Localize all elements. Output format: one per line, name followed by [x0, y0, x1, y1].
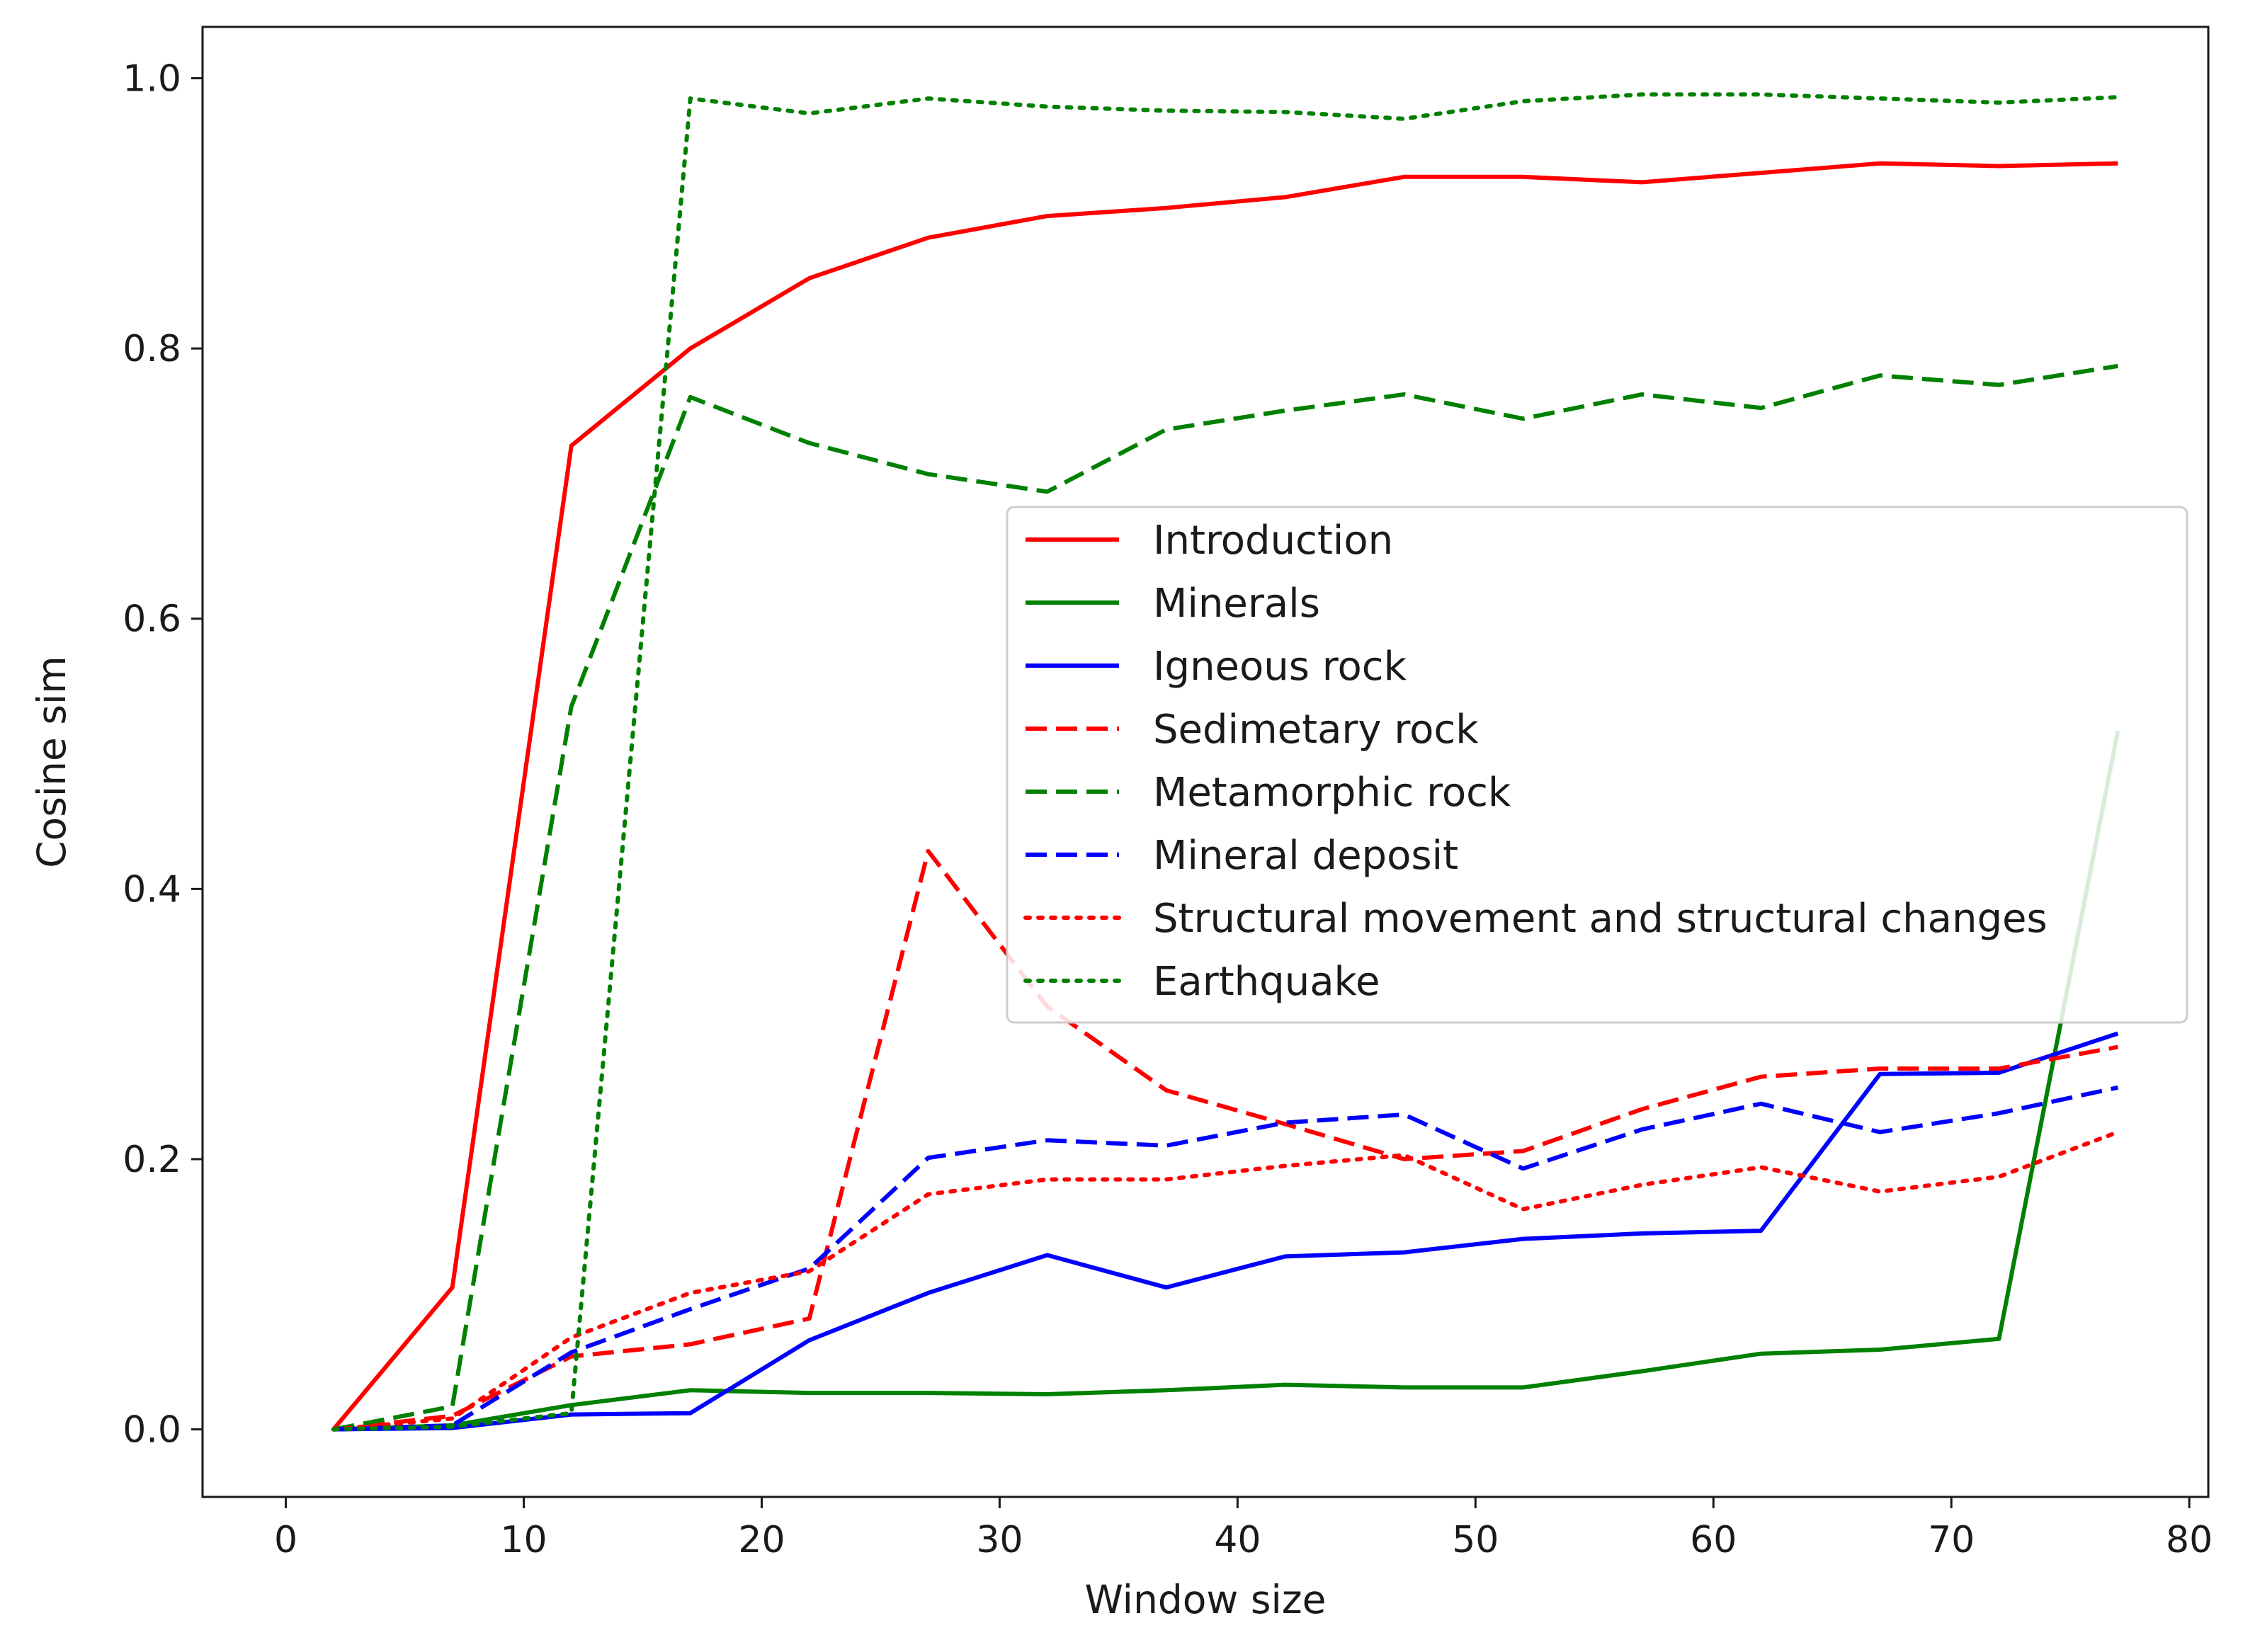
x-tick-label: 80	[2166, 1519, 2213, 1561]
x-axis-ticks: 0 10 20 30 40 50 60 70 80	[274, 1497, 2213, 1561]
legend-entry: Earthquake	[1023, 959, 1380, 1005]
legend-label: Minerals	[1153, 581, 1320, 627]
series-line-5	[333, 363, 2118, 1432]
y-tick-label: 1.0	[123, 58, 181, 101]
x-tick-label: 50	[1452, 1519, 1499, 1561]
plot-frame	[201, 25, 2210, 1498]
y-tick-label: 0.8	[123, 328, 181, 370]
legend-label: Igneous rock	[1153, 644, 1407, 690]
legend: Introduction Minerals Igneous rock Sedimeta…	[1006, 506, 2188, 1024]
y-tick-label: 0.2	[123, 1139, 181, 1181]
y-tick-label: 0.4	[123, 868, 181, 911]
y-tick-label: 0.6	[123, 598, 181, 641]
legend-entry: Igneous rock	[1026, 644, 1407, 690]
x-tick-label: 70	[1928, 1519, 1975, 1561]
series-line-4	[333, 848, 2118, 1432]
x-axis-label: Window size	[1085, 1577, 1327, 1622]
x-tick-label: 0	[274, 1519, 297, 1561]
legend-entry: Metamorphic rock	[1026, 770, 1511, 816]
legend-entry: Sedimetary rock	[1026, 707, 1479, 753]
legend-label: Sedimetary rock	[1153, 707, 1479, 753]
legend-entry: Structural movement and structural chang…	[1023, 896, 2048, 942]
y-tick-label: 0.0	[123, 1409, 181, 1452]
legend-entry: Minerals	[1026, 581, 1320, 627]
series-line-6	[333, 1085, 2118, 1432]
x-tick-label: 30	[976, 1519, 1023, 1561]
legend-label: Metamorphic rock	[1153, 770, 1511, 816]
legend-label: Mineral deposit	[1153, 833, 1458, 879]
series-line-1	[331, 161, 2118, 1431]
legend-box	[1006, 506, 2188, 1024]
x-tick-label: 20	[738, 1519, 785, 1561]
series-line-3	[333, 1031, 2119, 1432]
y-axis-label: Cosine sim	[29, 656, 74, 868]
y-axis-ticks: 0.0 0.2 0.4 0.6 0.8 1.0	[123, 58, 203, 1452]
legend-label: Structural movement and structural chang…	[1153, 896, 2048, 942]
legend-entry: Mineral deposit	[1026, 833, 1458, 879]
legend-label: Introduction	[1153, 518, 1393, 564]
legend-label: Earthquake	[1153, 959, 1380, 1005]
legend-entry: Introduction	[1026, 518, 1393, 564]
plot-lines	[331, 92, 2120, 1432]
x-tick-label: 40	[1214, 1519, 1261, 1561]
x-tick-label: 60	[1690, 1519, 1737, 1561]
series-line-2	[333, 730, 2120, 1432]
x-tick-label: 10	[500, 1519, 547, 1561]
series-line-8	[331, 92, 2120, 1432]
